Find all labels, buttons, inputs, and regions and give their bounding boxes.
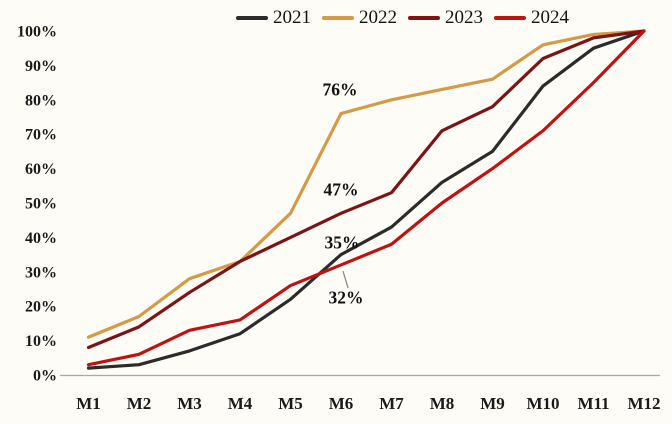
legend-label: 2021 [273, 7, 311, 28]
y-axis-tick-label: 0% [33, 368, 57, 385]
chart-legend: 2021 2022 2023 2024 [236, 8, 569, 27]
x-axis-tick-label: M2 [127, 394, 152, 413]
x-axis-tick-label: M6 [329, 394, 354, 413]
x-axis-tick-label: M3 [177, 394, 202, 413]
y-axis-tick-label: 90% [25, 58, 57, 75]
legend-swatch-2022 [322, 15, 354, 20]
legend-label: 2024 [531, 7, 569, 28]
series-line-2022 [86, 29, 646, 339]
data-label-2022-m6: 76% [322, 79, 358, 100]
legend-item-2024: 2024 [494, 8, 569, 27]
y-axis-tick-label: 20% [25, 299, 57, 316]
legend-swatch-2024 [494, 15, 526, 20]
legend-item-2021: 2021 [236, 8, 311, 27]
legend-swatch-2023 [408, 15, 440, 20]
legend-item-2023: 2023 [408, 8, 483, 27]
legend-item-2022: 2022 [322, 8, 397, 27]
y-axis-tick-label: 10% [25, 333, 57, 350]
x-axis-tick-label: M12 [627, 394, 660, 413]
x-axis-tick-label: M4 [228, 394, 253, 413]
y-axis-tick-label: 40% [25, 230, 57, 247]
annotation-leader-line [342, 270, 349, 289]
x-axis-tick-label: M9 [480, 394, 505, 413]
y-axis-tick-label: 60% [25, 161, 57, 178]
y-axis-tick-label: 50% [25, 196, 57, 213]
x-axis-tick-label: M8 [430, 394, 455, 413]
x-axis-tick-label: M10 [526, 394, 559, 413]
data-label-2023-m6: 47% [323, 179, 359, 200]
legend-label: 2023 [445, 7, 483, 28]
series-line-2021 [86, 29, 646, 370]
data-label-2024-m6: 32% [328, 287, 364, 308]
y-axis-tick-label: 30% [25, 264, 57, 281]
legend-label: 2022 [359, 7, 397, 28]
x-axis-tick-label: M7 [379, 394, 404, 413]
legend-swatch-2021 [236, 15, 268, 20]
data-label-2021-m6: 35% [324, 232, 360, 253]
series-line-2024 [86, 29, 646, 367]
y-axis-tick-label: 70% [25, 127, 57, 144]
y-axis-tick-label: 80% [25, 92, 57, 109]
x-axis-tick-label: M11 [577, 394, 609, 413]
y-axis-tick-label: 100% [17, 24, 57, 41]
x-axis-tick-label: M1 [76, 394, 101, 413]
series-line-2023 [86, 29, 646, 350]
x-axis-tick-label: M5 [278, 394, 303, 413]
